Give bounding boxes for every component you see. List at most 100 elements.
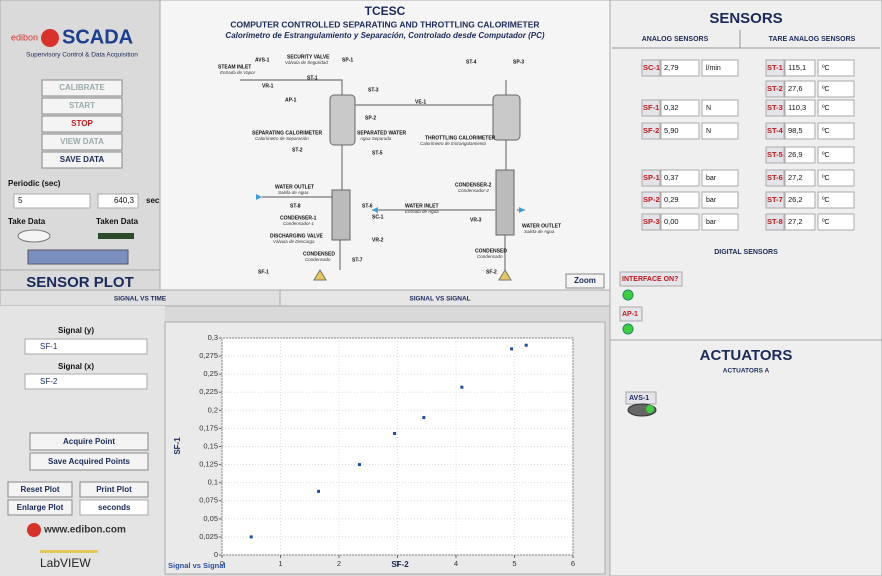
actuators-title: ACTUATORS: [700, 347, 793, 364]
button-label[interactable]: START: [69, 101, 95, 110]
digital-led: [622, 289, 634, 301]
diagram-subtitle: COMPUTER CONTROLLED SEPARATING AND THROT…: [230, 19, 539, 29]
button[interactable]: [565, 273, 605, 289]
button-label[interactable]: Print Plot: [96, 485, 132, 494]
sensor-unit: l/min: [706, 65, 721, 72]
signal-x-select[interactable]: [24, 373, 148, 390]
sensor-value: 2,79: [664, 63, 679, 72]
diagram-label: STEAM INLET: [218, 64, 251, 70]
acquire-button[interactable]: Acquire Point: [29, 432, 149, 451]
sensor-name: SP-2: [643, 195, 660, 204]
diagram-label: AVS-1: [255, 57, 270, 63]
sensor-name: SP-1: [643, 173, 660, 182]
tab-label[interactable]: SIGNAL VS SIGNAL: [409, 296, 470, 303]
sensor-value: 0,32: [664, 103, 679, 112]
button[interactable]: [79, 481, 149, 498]
sensor-rows: SC-1 2,79 l/min SF-1 0,32 N SF-2 5,90 N SP-1 0,37 b…: [641, 59, 855, 231]
periodic-label: Periodic (sec): [8, 179, 61, 188]
button[interactable]: [41, 97, 123, 115]
tab-label[interactable]: SIGNAL VS TIME: [114, 296, 167, 303]
button-label[interactable]: STOP: [71, 119, 93, 128]
x-tick-label: 2: [337, 559, 341, 568]
time-unit-select[interactable]: [79, 499, 149, 516]
sensor-value-box: [784, 146, 816, 164]
digital-led: [622, 323, 634, 335]
button-label[interactable]: Reset Plot: [20, 485, 59, 494]
diagram-label: SP-3: [513, 59, 524, 65]
point: [524, 343, 528, 347]
diagram-title: TCESC: [365, 4, 406, 18]
reset-plot-button[interactable]: Reset Plot: [7, 481, 73, 498]
stop-button[interactable]: STOP: [41, 115, 123, 133]
diagram-label: Válvula de Descarga: [273, 239, 315, 244]
sensor-unit: ºC: [822, 65, 830, 72]
button[interactable]: [41, 79, 123, 97]
button[interactable]: [41, 115, 123, 133]
button[interactable]: [7, 499, 73, 516]
sensor-value: 27,2: [788, 173, 803, 182]
sensor-unit-box: [701, 191, 739, 209]
button-label[interactable]: Enlarge Plot: [17, 503, 64, 512]
diagram-label: VR-3: [470, 217, 482, 223]
signal-y-select[interactable]: [24, 338, 148, 355]
logo-tagline: Supervisory Control & Data Acquisition: [26, 52, 138, 59]
sensor-label-box: [765, 99, 785, 117]
x-tick-label: 3: [395, 559, 399, 568]
button[interactable]: [41, 151, 123, 169]
exit-button[interactable]: [27, 249, 129, 265]
y-tick-label: 0,025: [199, 532, 218, 541]
y-tick-label: 0,275: [199, 351, 218, 360]
logo-brand: edibon: [11, 32, 38, 42]
sensor-value: 5,90: [664, 126, 679, 135]
button[interactable]: [41, 133, 123, 151]
diagram-label: WATER INLET: [405, 203, 439, 209]
take-data-button[interactable]: [17, 229, 51, 243]
diagram-label: Entrada de Agua: [405, 209, 439, 214]
button[interactable]: [29, 452, 149, 471]
save-points-button[interactable]: Save Acquired Points: [29, 452, 149, 471]
save-data-button[interactable]: SAVE DATA: [41, 151, 123, 169]
sensor-unit: ºC: [822, 152, 830, 159]
print-plot-button[interactable]: Print Plot: [79, 481, 149, 498]
calibrate-button[interactable]: CALIBRATE: [41, 79, 123, 97]
throttling-calorimeter: [492, 94, 521, 141]
sensor-label-box: [765, 191, 785, 209]
sensor-value: 110,3: [788, 103, 806, 112]
point: [510, 347, 514, 351]
button-label[interactable]: Zoom: [574, 276, 596, 285]
periodic-input[interactable]: [13, 193, 91, 209]
button-label[interactable]: Acquire Point: [63, 437, 115, 446]
button-label[interactable]: SAVE DATA: [60, 155, 105, 164]
diagram-label: VE-1: [415, 99, 426, 105]
x-tick-label: 6: [571, 559, 575, 568]
time-unit: seconds: [98, 503, 131, 512]
diagram-label: Agua Separada: [359, 136, 392, 141]
point: [317, 489, 321, 493]
y-tick-label: 0,075: [199, 496, 218, 505]
sensor-unit-box: [817, 59, 855, 77]
x-tick-label: 1: [278, 559, 282, 568]
y-tick-label: 0,25: [203, 369, 218, 378]
button-label[interactable]: VIEW DATA: [60, 137, 104, 146]
start-button[interactable]: START: [41, 97, 123, 115]
diagram-label: ST-2: [292, 147, 303, 153]
actuator-label: AVS-1: [629, 395, 649, 402]
enlarge-plot-button[interactable]: Enlarge Plot: [7, 499, 73, 516]
sensor-value-box: [660, 191, 700, 209]
sensor-unit-box: [817, 191, 855, 209]
diagram-label: ST-7: [352, 257, 363, 263]
tab[interactable]: TARE ANALOG SENSORS: [769, 36, 856, 43]
sensor-label-box: [765, 213, 785, 231]
point: [393, 431, 397, 435]
tab[interactable]: ANALOG SENSORS: [642, 36, 709, 43]
view-data-button[interactable]: VIEW DATA: [41, 133, 123, 151]
button-label[interactable]: CALIBRATE: [59, 83, 105, 92]
y-tick-label: 0,125: [199, 460, 218, 469]
button-label[interactable]: Save Acquired Points: [48, 457, 131, 466]
zoom-button[interactable]: Zoom: [565, 273, 605, 289]
sensor-name: SP-3: [643, 217, 660, 226]
signal-x-value: SF-2: [40, 377, 58, 386]
diagram-label: VR-2: [372, 237, 384, 243]
button[interactable]: [7, 481, 73, 498]
button[interactable]: [29, 432, 149, 451]
